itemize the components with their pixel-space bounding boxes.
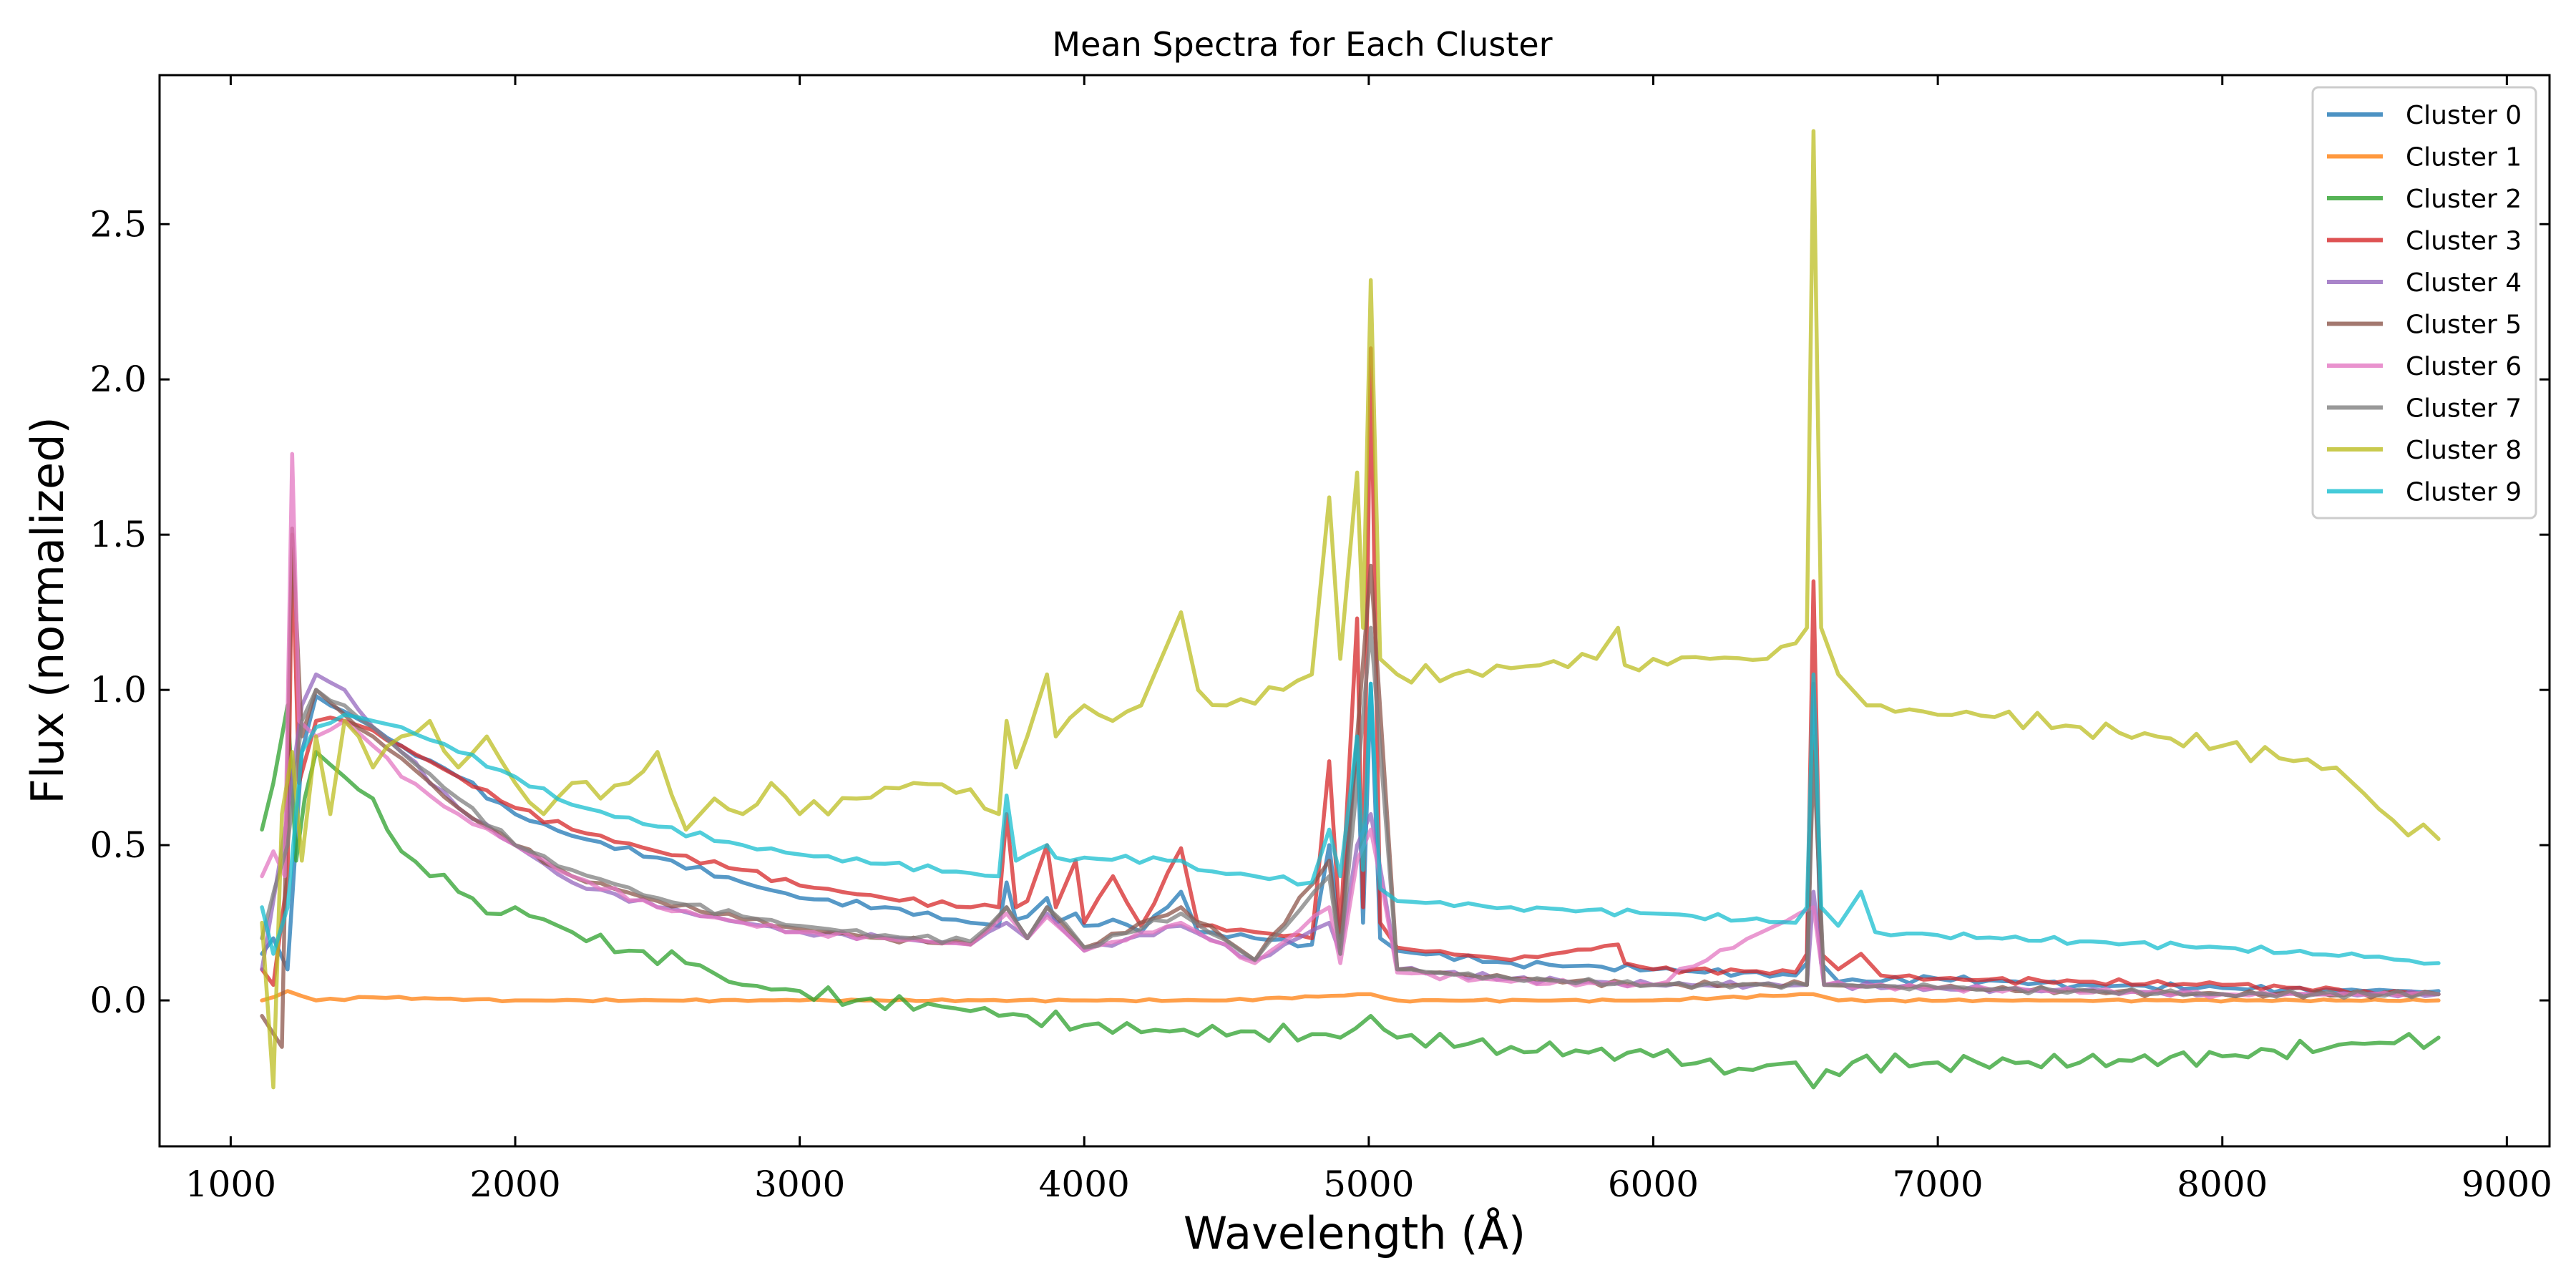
y-tick-label: 2.5 xyxy=(89,203,147,245)
series-line-1 xyxy=(260,989,2441,1004)
x-tick-label: 7000 xyxy=(1892,1163,1983,1205)
y-tick-label: 1.5 xyxy=(89,514,147,555)
legend-label-0: Cluster 0 xyxy=(2406,101,2522,130)
y-axis-ticks: 0.0 0.5 1.0 1.5 2.0 2.5 xyxy=(89,203,2550,1021)
x-tick-label: 8000 xyxy=(2177,1163,2268,1205)
y-tick-label: 1.0 xyxy=(89,669,147,711)
x-axis-label: Wavelength (Å) xyxy=(1184,1207,1526,1259)
y-tick-label: 0.0 xyxy=(89,980,147,1021)
series-line-8 xyxy=(260,129,2441,1090)
legend-label-8: Cluster 8 xyxy=(2406,436,2522,465)
x-tick-label: 5000 xyxy=(1323,1163,1414,1205)
x-tick-label: 3000 xyxy=(754,1163,845,1205)
y-tick-label: 0.5 xyxy=(89,824,147,866)
legend: Cluster 0 Cluster 1 Cluster 2 Cluster 3 Clus… xyxy=(2311,86,2537,519)
series-line-7 xyxy=(260,625,2441,1000)
series-line-2 xyxy=(260,703,2441,1090)
x-tick-label: 4000 xyxy=(1039,1163,1130,1205)
legend-label-2: Cluster 2 xyxy=(2406,185,2522,214)
x-tick-label: 6000 xyxy=(1608,1163,1699,1205)
chart-title: Mean Spectra for Each Cluster xyxy=(1052,25,1552,64)
legend-label-3: Cluster 3 xyxy=(2406,227,2522,256)
legend-label-7: Cluster 7 xyxy=(2406,394,2522,424)
legend-label-5: Cluster 5 xyxy=(2406,311,2522,340)
series-line-9 xyxy=(260,672,2441,966)
series-lines xyxy=(260,129,2441,1090)
x-tick-label: 1000 xyxy=(185,1163,276,1205)
x-tick-label: 2000 xyxy=(469,1163,560,1205)
legend-frame xyxy=(2311,86,2537,519)
y-tick-label: 2.0 xyxy=(89,358,147,400)
legend-label-4: Cluster 4 xyxy=(2406,268,2522,298)
x-axis-ticks: 1000 2000 3000 4000 5000 6000 7000 8000 9000 xyxy=(185,75,2552,1205)
y-axis-label: Flux (normalized) xyxy=(21,416,74,804)
legend-label-6: Cluster 6 xyxy=(2406,352,2522,381)
plot-area: 1000 2000 3000 4000 5000 6000 7000 8000 9000 0.0… xyxy=(89,74,2552,1205)
plot-frame xyxy=(158,74,2551,1148)
legend-label-9: Cluster 9 xyxy=(2406,478,2522,507)
x-tick-label: 9000 xyxy=(2462,1163,2552,1205)
legend-label-1: Cluster 1 xyxy=(2406,143,2522,172)
